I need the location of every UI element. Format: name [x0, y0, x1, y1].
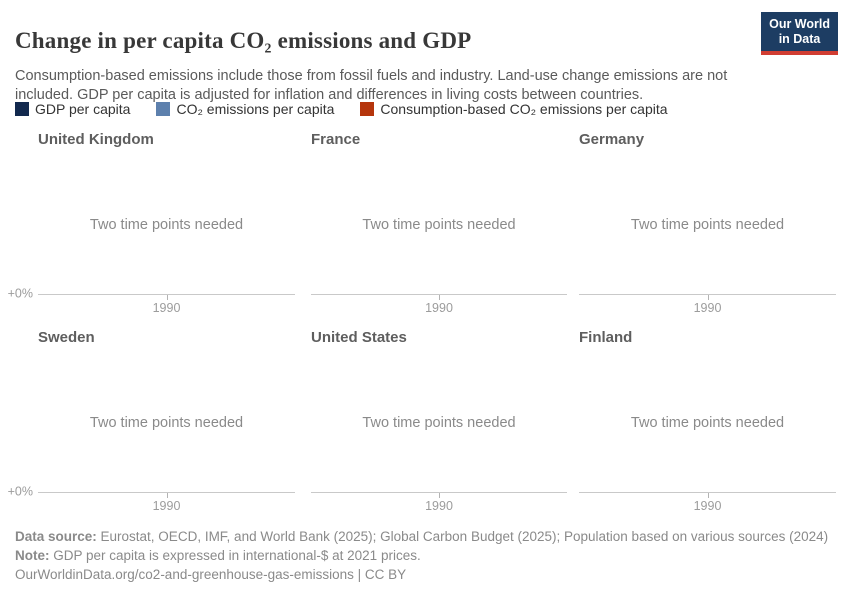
x-axis-tick [707, 295, 709, 300]
empty-state-message: Two time points needed [630, 217, 785, 233]
x-axis-tick [439, 493, 440, 498]
facet-title: France [311, 131, 361, 148]
x-axis-line [311, 294, 567, 295]
owid-logo-line2: in Data [778, 32, 821, 46]
owid-logo[interactable]: Our World in Data [761, 12, 838, 55]
chart-subtitle: Consumption-based emissions include thos… [15, 67, 728, 103]
legend-label-consumption-co2: Consumption-based CO₂ emissions per capi… [380, 101, 668, 117]
page-title: Change in per capita CO₂ emissions and G… [15, 28, 472, 54]
x-axis-tick-label: 1990 [152, 301, 181, 315]
x-axis-line [579, 492, 836, 493]
legend-swatch-co2 [156, 102, 171, 116]
y-axis-tick-label: +0% [7, 286, 33, 301]
facet-panel-united-states: United States Two time points needed 199… [311, 329, 567, 517]
note-label: Note: [15, 548, 50, 563]
chart-footer: Data source: Eurostat, OECD, IMF, and Wo… [15, 527, 828, 584]
empty-state-message: Two time points needed [362, 217, 516, 233]
y-axis-tick-label: +0% [7, 484, 33, 499]
data-source-label: Data source: [15, 529, 97, 544]
x-axis-tick-label: 1990 [693, 499, 722, 513]
legend-item-consumption-co2[interactable]: Consumption-based CO₂ emissions per capi… [360, 101, 668, 117]
data-source-line: Data source: Eurostat, OECD, IMF, and Wo… [15, 527, 828, 546]
x-axis-tick-label: 1990 [425, 301, 453, 315]
legend-label-co2: CO₂ emissions per capita [176, 101, 335, 117]
note-text: GDP per capita is expressed in internati… [49, 548, 421, 563]
x-axis-line [38, 294, 295, 295]
data-source-text: Eurostat, OECD, IMF, and World Bank (202… [96, 529, 829, 544]
facet-title: Germany [579, 131, 645, 148]
legend-swatch-gdp [15, 102, 29, 116]
x-axis-tick [707, 493, 709, 498]
x-axis-line [311, 492, 567, 493]
legend-label-gdp: GDP per capita [35, 101, 131, 117]
empty-state-message: Two time points needed [630, 415, 785, 431]
facet-panel-france: France Two time points needed 1990 [311, 131, 567, 319]
x-axis-tick [439, 295, 440, 300]
owid-logo-line1: Our World [769, 17, 830, 31]
citation-link[interactable]: OurWorldinData.org/co2-and-greenhouse-ga… [15, 567, 407, 582]
facet-panel-united-kingdom: United Kingdom Two time points needed +0… [8, 131, 295, 319]
x-axis-tick-label: 1990 [693, 301, 722, 315]
note-line: Note: GDP per capita is expressed in int… [15, 546, 828, 565]
legend-item-gdp[interactable]: GDP per capita [15, 101, 130, 117]
x-axis-line [579, 294, 836, 295]
x-axis-tick [166, 493, 168, 498]
x-axis-tick-label: 1990 [425, 499, 453, 513]
facet-title: United Kingdom [38, 131, 154, 148]
facet-title: Sweden [38, 329, 95, 346]
empty-state-message: Two time points needed [89, 415, 244, 431]
legend-swatch-consumption-co2 [360, 102, 375, 116]
legend: GDP per capita CO₂ emissions per capita … [15, 101, 694, 117]
x-axis-tick [166, 295, 168, 300]
empty-state-message: Two time points needed [362, 415, 516, 431]
facet-title: Finland [579, 329, 633, 346]
legend-item-co2[interactable]: CO₂ emissions per capita [156, 101, 334, 117]
facet-panel-germany: Germany Two time points needed 1990 [579, 131, 836, 319]
facet-title: United States [311, 329, 407, 346]
x-axis-line [38, 492, 295, 493]
empty-state-message: Two time points needed [89, 217, 244, 233]
facet-panel-finland: Finland Two time points needed 1990 [579, 329, 836, 517]
facet-panel-sweden: Sweden Two time points needed +0% 1990 [8, 329, 295, 517]
x-axis-tick-label: 1990 [152, 499, 181, 513]
